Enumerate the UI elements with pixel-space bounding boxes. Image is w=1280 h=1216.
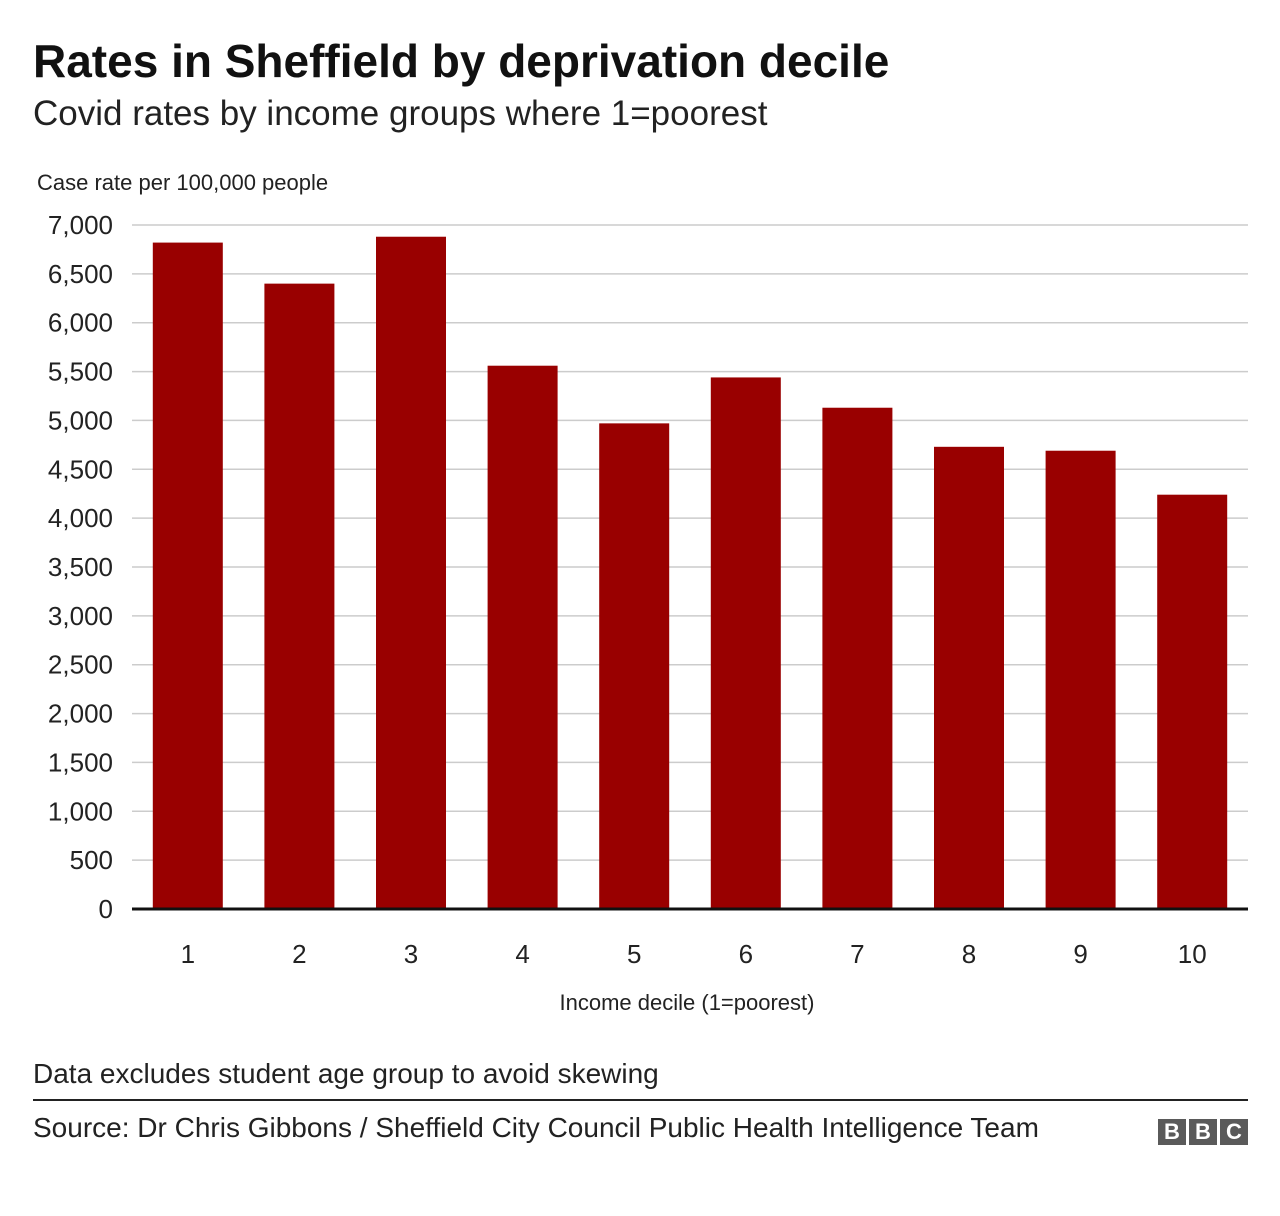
- x-tick-label: 1: [181, 939, 195, 969]
- source-credit: Source: Dr Chris Gibbons / Sheffield Cit…: [33, 1112, 1039, 1143]
- bbc-logo-letter: B: [1158, 1119, 1186, 1145]
- x-tick-label: 6: [739, 939, 753, 969]
- y-tick-label: 7,000: [48, 210, 113, 240]
- y-tick-label: 1,000: [48, 796, 113, 826]
- bar: [822, 407, 893, 909]
- x-tick-label: 3: [404, 939, 418, 969]
- chart-title: Rates in Sheffield by deprivation decile: [33, 35, 890, 87]
- x-tick-label: 5: [627, 939, 641, 969]
- y-tick-label: 3,000: [48, 601, 113, 631]
- bbc-logo-letter: C: [1220, 1119, 1248, 1145]
- bar: [487, 365, 558, 909]
- bbc-logo: B B C: [1158, 1119, 1248, 1145]
- y-tick-label: 4,000: [48, 503, 113, 533]
- y-tick-label: 2,000: [48, 699, 113, 729]
- y-tick-label: 500: [70, 845, 113, 875]
- y-tick-label: 5,000: [48, 405, 113, 435]
- bbc-logo-letter: B: [1189, 1119, 1217, 1145]
- y-tick-label: 0: [99, 894, 113, 924]
- bar: [1157, 494, 1228, 909]
- x-axis-title: Income decile (1=poorest): [560, 990, 815, 1015]
- bar: [264, 283, 335, 910]
- footer-divider: [33, 1099, 1248, 1101]
- y-tick-label: 4,500: [48, 454, 113, 484]
- y-tick-label: 3,500: [48, 552, 113, 582]
- y-tick-label: 6,500: [48, 259, 113, 289]
- footnote: Data excludes student age group to avoid…: [33, 1058, 659, 1089]
- bars: [152, 236, 1228, 910]
- y-tick-label: 2,500: [48, 650, 113, 680]
- x-tick-label: 2: [292, 939, 306, 969]
- bar: [934, 446, 1004, 909]
- y-tick-labels: 0 500 1,000 1,500 2,000 2,500 3,000 3,500 4,000 4…: [48, 210, 113, 924]
- bar-chart: Case rate per 100,000 people 0 500 1,000 1,…: [37, 170, 1248, 1015]
- y-tick-label: 1,500: [48, 747, 113, 777]
- x-tick-labels: 1 2 3 4 5 6 7 8 9 10: [181, 939, 1207, 969]
- y-axis-title: Case rate per 100,000 people: [37, 170, 328, 195]
- bar: [1045, 450, 1116, 909]
- chart-subtitle: Covid rates by income groups where 1=poo…: [33, 94, 768, 133]
- y-tick-label: 6,000: [48, 308, 113, 338]
- x-tick-label: 4: [515, 939, 529, 969]
- x-tick-label: 9: [1073, 939, 1087, 969]
- x-tick-label: 7: [850, 939, 864, 969]
- bar: [599, 423, 670, 909]
- bar: [152, 242, 223, 909]
- y-tick-label: 5,500: [48, 357, 113, 387]
- bar: [710, 377, 781, 909]
- x-tick-label: 8: [962, 939, 976, 969]
- x-tick-label: 10: [1178, 939, 1207, 969]
- bar: [376, 236, 446, 909]
